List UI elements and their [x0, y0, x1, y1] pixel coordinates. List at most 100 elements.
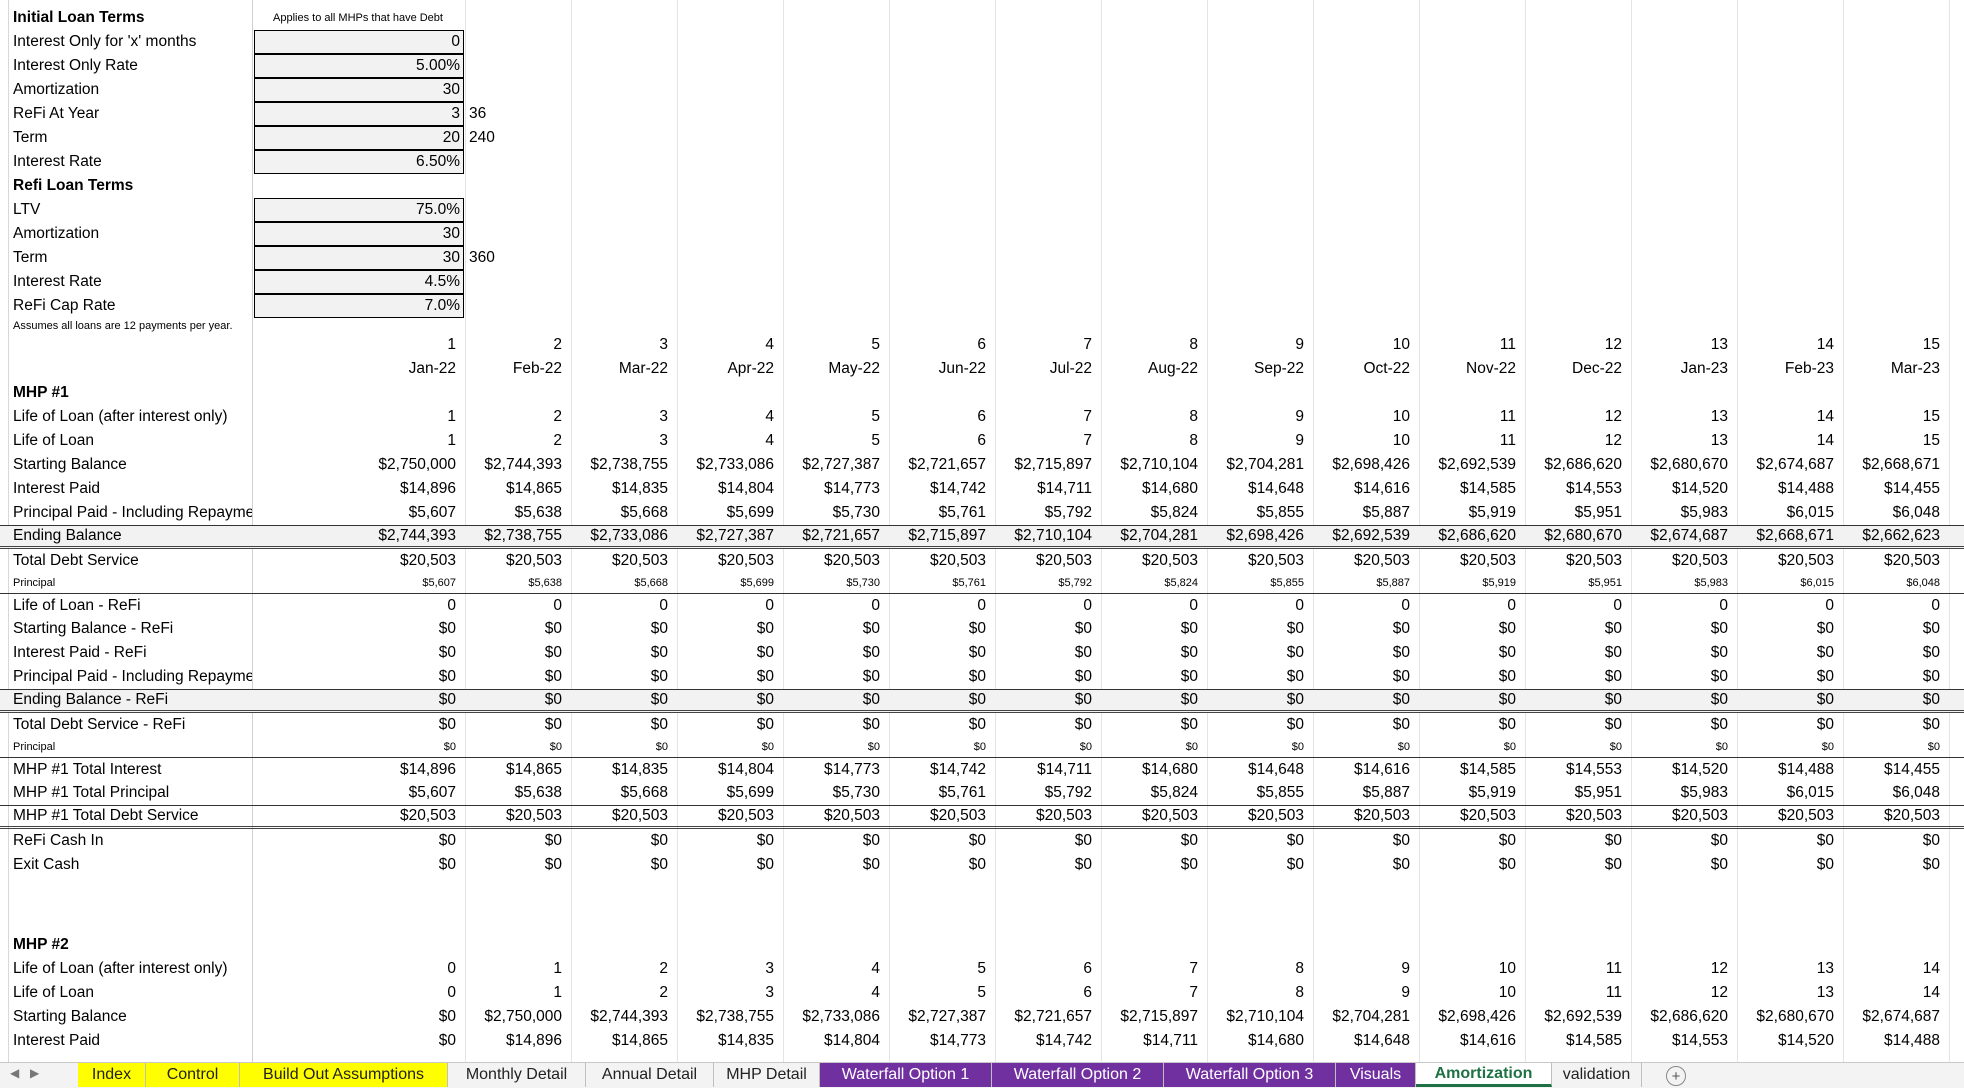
value-cell[interactable]: $0	[1710, 856, 1728, 873]
value-cell[interactable]: $0	[544, 856, 562, 873]
value-cell[interactable]: $0	[1074, 856, 1092, 873]
value-cell[interactable]: $0	[650, 832, 668, 849]
value-cell[interactable]: $0	[438, 716, 456, 733]
value-cell[interactable]: $6,015	[1786, 784, 1834, 801]
value-cell[interactable]: $0	[756, 832, 774, 849]
value-cell[interactable]: $20,503	[1141, 807, 1198, 824]
value-cell[interactable]: $2,738,755	[484, 527, 562, 544]
value-cell[interactable]: $0	[1286, 644, 1304, 661]
value-cell[interactable]: $2,721,657	[802, 527, 880, 544]
value-cell[interactable]: $0	[438, 856, 456, 873]
term-input[interactable]: 4.5%	[254, 270, 464, 294]
value-cell[interactable]: 8	[1189, 336, 1198, 353]
value-cell[interactable]: 6	[977, 336, 986, 353]
value-cell[interactable]: $5,824	[1164, 577, 1198, 589]
value-cell[interactable]: $2,662,623	[1862, 527, 1940, 544]
value-cell[interactable]: $5,792	[1044, 784, 1092, 801]
value-cell[interactable]: $2,686,620	[1544, 456, 1622, 473]
value-cell[interactable]: $2,710,104	[1226, 1008, 1304, 1025]
value-cell[interactable]: $0	[756, 668, 774, 685]
term-input[interactable]: 6.50%	[254, 150, 464, 174]
value-cell[interactable]: $0	[544, 620, 562, 637]
value-cell[interactable]: 9	[1295, 432, 1304, 449]
value-cell[interactable]: $0	[1392, 832, 1410, 849]
value-cell[interactable]: $5,792	[1044, 504, 1092, 521]
value-cell[interactable]: $2,704,281	[1226, 456, 1304, 473]
scroll-left-icon[interactable]: ◀	[10, 1066, 20, 1080]
value-cell[interactable]: $14,742	[929, 760, 986, 778]
value-cell[interactable]: $0	[1604, 620, 1622, 637]
value-cell[interactable]: $0	[862, 832, 880, 849]
value-cell[interactable]: $2,750,000	[378, 456, 456, 473]
value-cell[interactable]: $20,503	[611, 552, 668, 569]
value-cell[interactable]: $0	[1816, 668, 1834, 685]
value-cell[interactable]: $2,727,387	[908, 1008, 986, 1025]
value-cell[interactable]: $0	[968, 716, 986, 733]
value-cell[interactable]: $20,503	[717, 552, 774, 569]
value-cell[interactable]: 11	[1605, 984, 1622, 1001]
value-cell[interactable]: $5,638	[528, 577, 562, 589]
value-cell[interactable]: $20,503	[823, 807, 880, 824]
value-cell[interactable]: 3	[659, 432, 668, 449]
value-cell[interactable]: 1	[447, 336, 456, 353]
value-cell[interactable]: 5	[977, 960, 986, 977]
value-cell[interactable]: $14,896	[399, 760, 456, 778]
value-cell[interactable]: $0	[1392, 716, 1410, 733]
value-cell[interactable]: $2,692,539	[1544, 1008, 1622, 1025]
value-cell[interactable]: $20,503	[1353, 807, 1410, 824]
value-cell[interactable]: 14	[1816, 408, 1834, 425]
value-cell[interactable]: $20,503	[1777, 807, 1834, 824]
value-cell[interactable]: 15	[1922, 432, 1940, 449]
value-cell[interactable]: $14,773	[929, 1032, 986, 1049]
value-cell[interactable]: $20,503	[1883, 552, 1940, 569]
value-cell[interactable]: $14,680	[1247, 1032, 1304, 1049]
value-cell[interactable]: 7	[1083, 432, 1092, 449]
value-cell[interactable]: $0	[1922, 691, 1940, 708]
value-cell[interactable]: $14,835	[717, 1032, 774, 1049]
value-cell[interactable]: $5,983	[1694, 577, 1728, 589]
value-cell[interactable]: $5,761	[938, 504, 986, 521]
value-cell[interactable]: $0	[862, 691, 880, 708]
value-cell[interactable]: $14,835	[611, 480, 668, 497]
value-cell[interactable]: $2,698,426	[1438, 1008, 1516, 1025]
value-cell[interactable]: $0	[968, 668, 986, 685]
value-cell[interactable]: 10	[1392, 408, 1410, 425]
value-cell[interactable]: $2,668,671	[1756, 527, 1834, 544]
value-cell[interactable]: $5,699	[726, 504, 774, 521]
value-cell[interactable]: $14,553	[1565, 760, 1622, 778]
value-cell[interactable]: $0	[1392, 644, 1410, 661]
sheet-tab-build-out-assumptions[interactable]: Build Out Assumptions	[240, 1063, 448, 1087]
value-cell[interactable]: $14,648	[1247, 760, 1304, 778]
value-cell[interactable]: $20,503	[1459, 552, 1516, 569]
value-cell[interactable]: Feb-23	[1784, 360, 1834, 377]
value-cell[interactable]: $14,585	[1565, 1032, 1622, 1049]
value-cell[interactable]: $0	[756, 620, 774, 637]
value-cell[interactable]: 8	[1295, 960, 1304, 977]
value-cell[interactable]: $2,744,393	[484, 456, 562, 473]
value-cell[interactable]: $0	[761, 741, 774, 753]
value-cell[interactable]: $14,680	[1141, 480, 1198, 497]
value-cell[interactable]: $0	[1180, 668, 1198, 685]
value-cell[interactable]: $0	[1710, 668, 1728, 685]
value-cell[interactable]: $0	[1922, 856, 1940, 873]
value-cell[interactable]: $0	[1816, 716, 1834, 733]
value-cell[interactable]: $2,674,687	[1862, 1008, 1940, 1025]
value-cell[interactable]: $5,668	[634, 577, 668, 589]
value-cell[interactable]: $5,951	[1574, 504, 1622, 521]
plus-circle-icon[interactable]: +	[1666, 1066, 1686, 1086]
value-cell[interactable]: $0	[1074, 620, 1092, 637]
value-cell[interactable]: $0	[1922, 644, 1940, 661]
value-cell[interactable]: $5,919	[1468, 504, 1516, 521]
value-cell[interactable]: $14,648	[1353, 1032, 1410, 1049]
value-cell[interactable]: $0	[1922, 668, 1940, 685]
value-cell[interactable]: $0	[1498, 716, 1516, 733]
value-cell[interactable]: $0	[438, 832, 456, 849]
value-cell[interactable]: $14,520	[1777, 1032, 1834, 1049]
value-cell[interactable]: $0	[438, 1032, 456, 1049]
value-cell[interactable]: $14,455	[1883, 760, 1940, 778]
value-cell[interactable]: 2	[553, 408, 562, 425]
value-cell[interactable]: $5,983	[1680, 784, 1728, 801]
value-cell[interactable]: Sep-22	[1254, 360, 1304, 377]
term-input[interactable]: 5.00%	[254, 54, 464, 78]
value-cell[interactable]: $20,503	[1565, 807, 1622, 824]
